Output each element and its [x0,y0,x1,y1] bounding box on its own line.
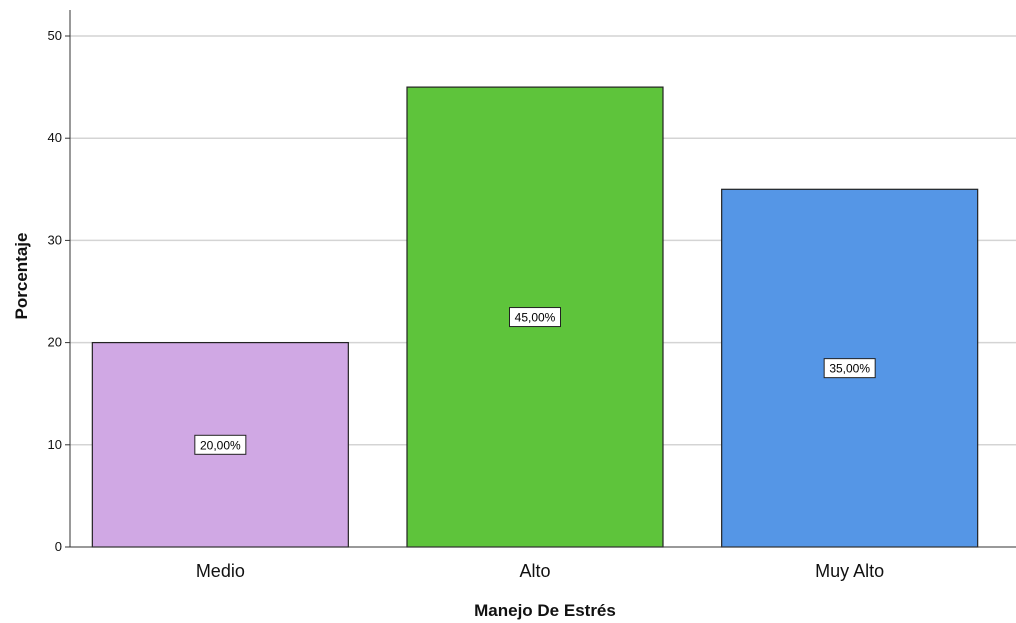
data-label-muy-alto: 35,00% [829,362,870,376]
y-tick-label-40: 40 [48,130,62,145]
y-axis-title: Porcentaje [12,233,31,320]
data-label-box-medio [194,434,247,455]
y-tick-label-50: 50 [48,28,62,43]
y-tick-label-0: 0 [55,539,62,554]
bars [91,86,979,548]
x-category-label-medio: Medio [196,561,245,581]
x-category-label-muy-alto: Muy Alto [815,561,884,581]
y-tick-label-20: 20 [48,335,62,350]
data-label-box-alto [509,307,561,328]
x-category-label-alto: Alto [519,561,550,581]
data-label-alto: 45,00% [515,311,556,325]
data-labels: 20,00% 45,00% 35,00% [194,307,876,455]
y-tick-label-10: 10 [48,437,62,452]
x-axis-title: Manejo De Estrés [474,601,616,620]
data-label-box-muy-alto [823,358,876,379]
axes: 0 10 20 30 40 50 Medio Alto Muy Alto [48,10,1016,581]
y-tick-label-30: 30 [48,232,62,247]
data-label-medio: 20,00% [200,438,241,452]
